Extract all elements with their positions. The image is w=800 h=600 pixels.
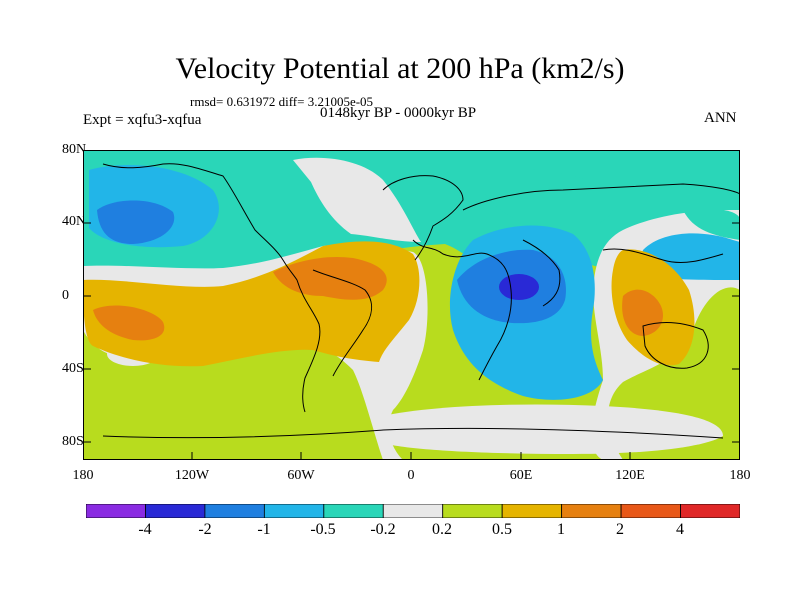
colorbar-swatch xyxy=(620,504,681,518)
colorbar-swatch xyxy=(204,504,265,518)
colorbar-swatch xyxy=(680,504,740,518)
contour-darkblue-africa xyxy=(499,274,539,300)
colorbar-label: 4 xyxy=(676,521,684,538)
lon-label-60e: 60E xyxy=(509,468,533,483)
map-ticks xyxy=(83,150,740,460)
experiment-label: Expt = xqfu3-xqfua xyxy=(83,112,202,128)
colorbar-swatch xyxy=(263,504,325,518)
lat-label-80n: 80N xyxy=(62,142,87,157)
contour-teal-wpacific xyxy=(683,208,740,240)
period-label: 0148kyr BP - 0000kyr BP xyxy=(320,105,477,121)
colorbar-label: -0.5 xyxy=(310,521,336,538)
colorbar-swatch xyxy=(145,504,206,518)
lon-label-0: 0 xyxy=(407,468,415,483)
chart-title: Velocity Potential at 200 hPa (km2/s) xyxy=(175,52,625,85)
colorbar-swatch xyxy=(86,504,146,518)
colorbar-swatch xyxy=(382,504,444,518)
lat-label-80s: 80S xyxy=(62,434,84,449)
contour-orange-atlantic xyxy=(273,256,387,300)
contour-neutral-arctic xyxy=(293,157,421,242)
colorbar-label: 0.2 xyxy=(432,521,452,538)
lon-label-180w: 180 xyxy=(72,468,94,483)
colorbar-label: -1 xyxy=(257,521,271,538)
colorbar-swatch xyxy=(442,504,503,518)
contour-blue-npacific xyxy=(97,200,175,244)
lon-label-120e: 120E xyxy=(615,468,645,483)
colorbar-label: -4 xyxy=(138,521,152,538)
season-label: ANN xyxy=(704,110,737,126)
colorbar-label: -0.2 xyxy=(370,521,396,538)
colorbar-label: -2 xyxy=(198,521,212,538)
colorbar-label: 0.5 xyxy=(492,521,512,538)
contour-neutral-equator xyxy=(83,210,740,460)
colorbar xyxy=(86,504,740,518)
colorbar-label: 2 xyxy=(616,521,624,538)
contour-map xyxy=(83,150,740,460)
colorbar-swatch xyxy=(323,504,384,518)
lat-label-40s: 40S xyxy=(62,361,84,376)
colorbar-swatch xyxy=(561,504,622,518)
lat-label-0: 0 xyxy=(62,288,69,303)
coastlines xyxy=(102,163,740,439)
lon-label-60w: 60W xyxy=(287,468,315,483)
contour-teal-nasia xyxy=(483,168,616,232)
colorbar-swatch xyxy=(501,504,563,518)
lon-label-180e: 180 xyxy=(729,468,751,483)
lat-label-40n: 40N xyxy=(62,214,87,229)
colorbar-label: 1 xyxy=(557,521,565,538)
contour-orange-maritime xyxy=(622,289,663,336)
contour-orange-spacific xyxy=(93,305,165,341)
stats-line: rmsd= 0.631972 diff= 3.21005e-05 xyxy=(190,94,374,109)
lon-label-120w: 120W xyxy=(174,468,210,483)
